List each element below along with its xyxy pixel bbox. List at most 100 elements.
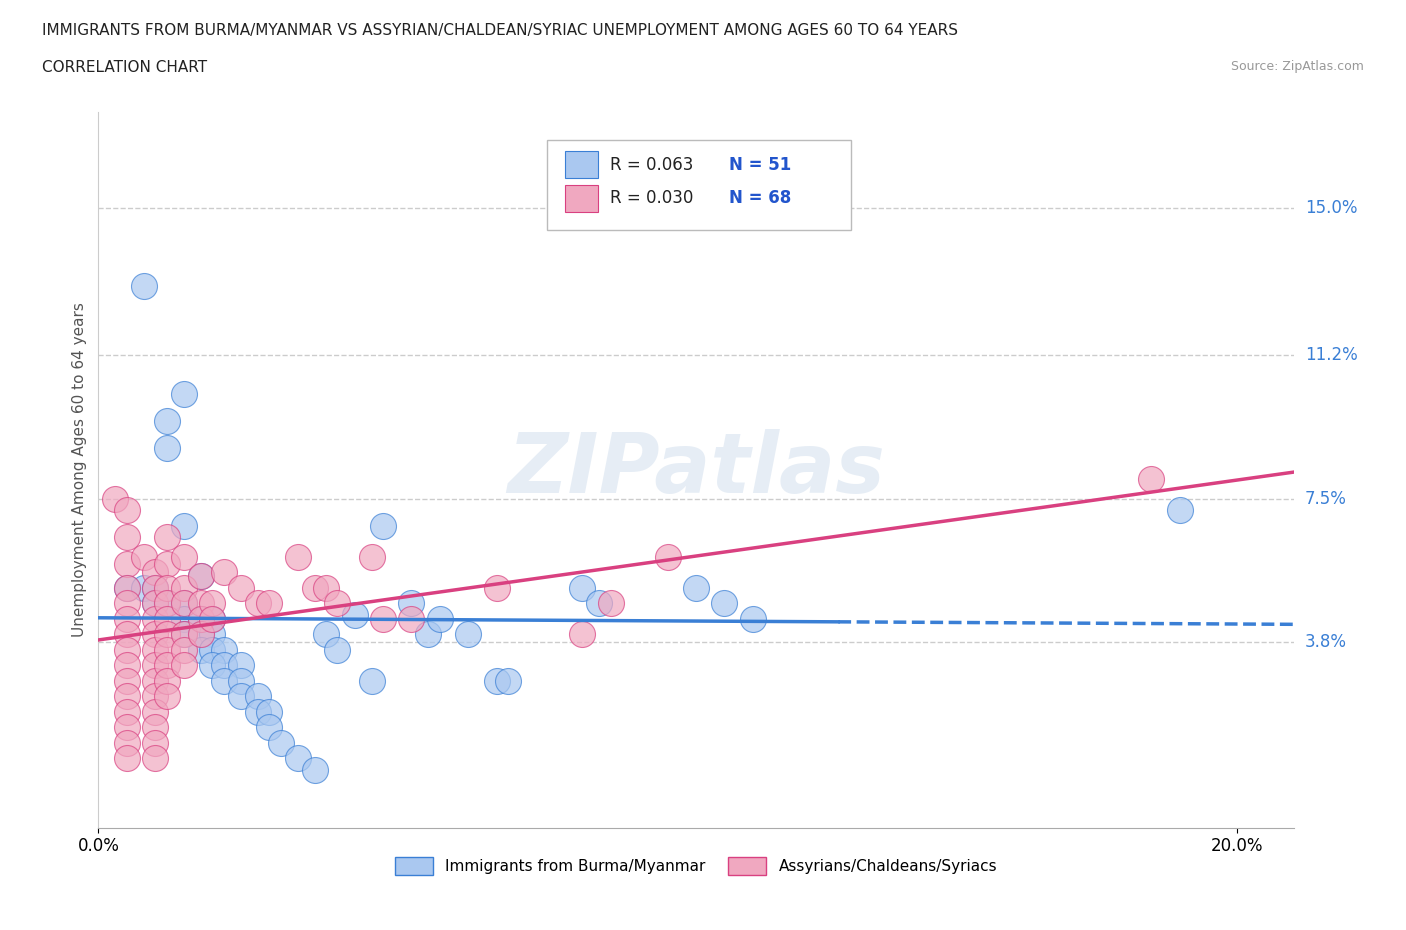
Point	[201, 596, 224, 611]
Point	[143, 611, 166, 626]
Point	[304, 580, 326, 595]
Point	[173, 387, 195, 402]
Point	[143, 704, 166, 719]
Point	[401, 611, 423, 626]
Text: IMMIGRANTS FROM BURMA/MYANMAR VS ASSYRIAN/CHALDEAN/SYRIAC UNEMPLOYMENT AMONG AGE: IMMIGRANTS FROM BURMA/MYANMAR VS ASSYRIA…	[42, 23, 957, 38]
Point	[156, 414, 179, 429]
Point	[115, 627, 138, 642]
Text: 3.8%: 3.8%	[1305, 633, 1347, 651]
Point	[104, 491, 127, 506]
Point	[401, 596, 423, 611]
Point	[685, 580, 707, 595]
Point	[212, 658, 235, 672]
Point	[156, 611, 179, 626]
Point	[156, 658, 179, 672]
Point	[229, 580, 252, 595]
Bar	[565, 151, 598, 179]
Point	[143, 596, 166, 611]
Point	[132, 580, 155, 595]
Point	[173, 550, 195, 565]
Point	[229, 658, 252, 672]
Legend: Immigrants from Burma/Myanmar, Assyrians/Chaldeans/Syriacs: Immigrants from Burma/Myanmar, Assyrians…	[388, 851, 1004, 881]
Point	[190, 596, 212, 611]
Point	[485, 580, 508, 595]
FancyBboxPatch shape	[547, 140, 852, 230]
Point	[360, 550, 382, 565]
Point	[315, 627, 337, 642]
Point	[229, 688, 252, 703]
Point	[201, 627, 224, 642]
Text: N = 51: N = 51	[730, 155, 792, 174]
Point	[246, 688, 269, 703]
Point	[115, 751, 138, 765]
Point	[115, 580, 138, 595]
Point	[371, 611, 394, 626]
Point	[741, 611, 763, 626]
Point	[173, 627, 195, 642]
Point	[571, 580, 593, 595]
Y-axis label: Unemployment Among Ages 60 to 64 years: Unemployment Among Ages 60 to 64 years	[72, 302, 87, 637]
Point	[115, 580, 138, 595]
Point	[115, 596, 138, 611]
Point	[212, 565, 235, 579]
Point	[173, 596, 195, 611]
Point	[190, 643, 212, 658]
Point	[143, 720, 166, 735]
Point	[156, 596, 179, 611]
Point	[173, 596, 195, 611]
Point	[190, 627, 212, 642]
Point	[156, 530, 179, 545]
Point	[201, 611, 224, 626]
Point	[201, 643, 224, 658]
Point	[429, 611, 451, 626]
Point	[257, 704, 280, 719]
Point	[115, 643, 138, 658]
Point	[115, 530, 138, 545]
Point	[143, 688, 166, 703]
Point	[657, 550, 679, 565]
Point	[173, 580, 195, 595]
Point	[212, 673, 235, 688]
Point	[257, 596, 280, 611]
Text: CORRELATION CHART: CORRELATION CHART	[42, 60, 207, 75]
Point	[229, 673, 252, 688]
Point	[156, 627, 179, 642]
Point	[571, 627, 593, 642]
Point	[190, 611, 212, 626]
Point	[287, 751, 309, 765]
Point	[143, 627, 166, 642]
Point	[115, 611, 138, 626]
Point	[496, 673, 519, 688]
Point	[143, 580, 166, 595]
Point	[588, 596, 610, 611]
Point	[143, 658, 166, 672]
Point	[246, 596, 269, 611]
Point	[304, 763, 326, 777]
Text: N = 68: N = 68	[730, 189, 792, 207]
Point	[246, 704, 269, 719]
Text: 11.2%: 11.2%	[1305, 347, 1357, 365]
Point	[143, 673, 166, 688]
Point	[143, 596, 166, 611]
Point	[326, 643, 349, 658]
Point	[156, 441, 179, 456]
Point	[360, 673, 382, 688]
Point	[115, 735, 138, 750]
Point	[190, 568, 212, 583]
Point	[156, 557, 179, 572]
Point	[343, 607, 366, 622]
Point	[201, 658, 224, 672]
Point	[173, 658, 195, 672]
Point	[457, 627, 479, 642]
Point	[326, 596, 349, 611]
Point	[485, 673, 508, 688]
Point	[156, 596, 179, 611]
Point	[270, 735, 292, 750]
Point	[190, 568, 212, 583]
Point	[156, 673, 179, 688]
Point	[143, 735, 166, 750]
Point	[173, 518, 195, 533]
Point	[143, 751, 166, 765]
Text: R = 0.030: R = 0.030	[610, 189, 693, 207]
Point	[173, 643, 195, 658]
